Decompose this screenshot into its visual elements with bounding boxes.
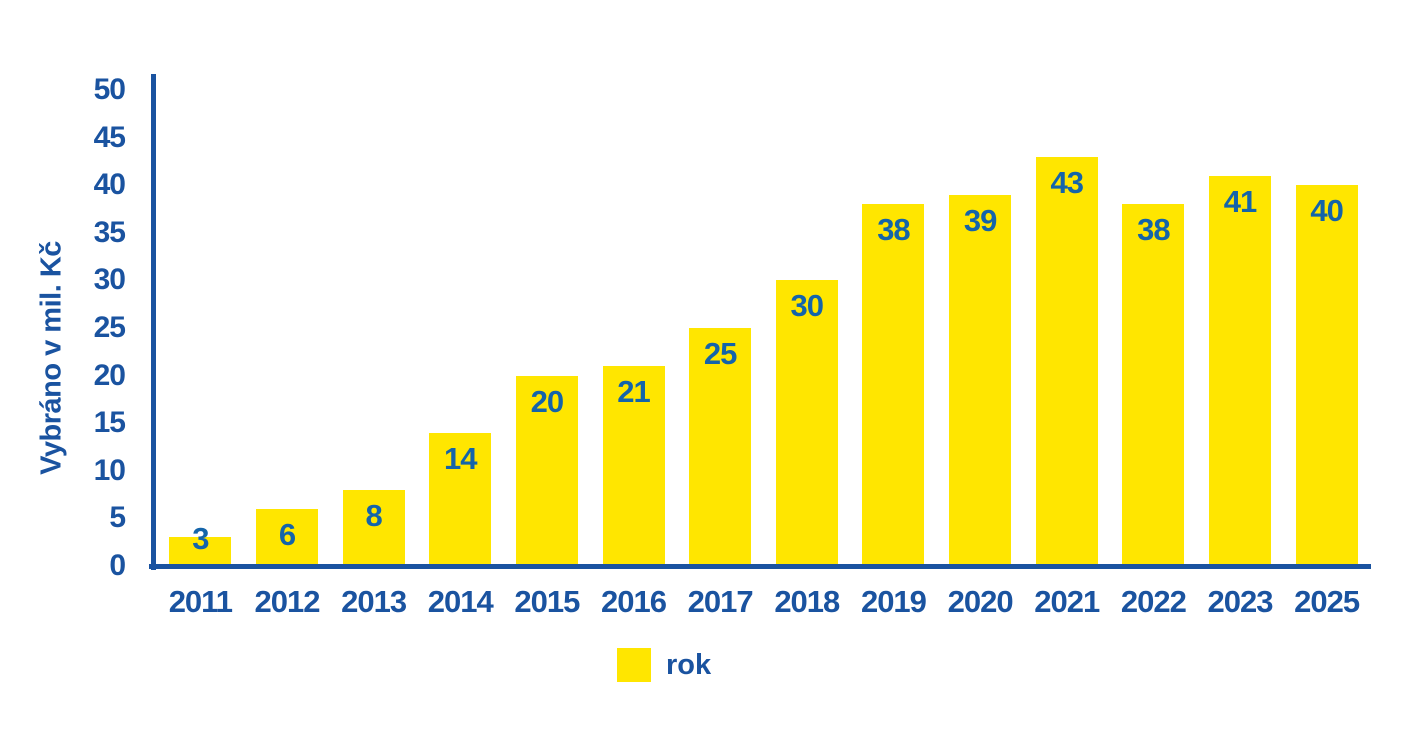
plot-area: 3 6 8 14 20 21 25 30 38 39 43 38 41 40 bbox=[157, 90, 1370, 566]
bar-value-label: 39 bbox=[963, 202, 997, 238]
y-tick-label: 35 bbox=[93, 215, 126, 249]
x-tick-label: 2022 bbox=[1120, 584, 1187, 619]
bar-value-label: 41 bbox=[1223, 183, 1257, 219]
bar-2015: 20 bbox=[515, 375, 578, 566]
bar-2025: 40 bbox=[1295, 185, 1358, 566]
bar-2022: 38 bbox=[1122, 204, 1185, 566]
x-tick-label: 2012 bbox=[254, 584, 320, 619]
bar-2013: 8 bbox=[342, 489, 405, 566]
legend: rok bbox=[617, 648, 711, 682]
y-tick-label: 30 bbox=[93, 263, 126, 297]
bar-value-label: 20 bbox=[530, 383, 564, 419]
legend-label: rok bbox=[666, 648, 712, 681]
x-tick-label: 2018 bbox=[774, 584, 840, 619]
bar-2012: 6 bbox=[255, 508, 318, 566]
x-axis-ticks: 2011 2012 2013 2014 2015 2016 2017 2018 2019 2020… bbox=[157, 584, 1370, 620]
bar-slot: 41 bbox=[1197, 90, 1284, 566]
y-axis-line bbox=[151, 74, 156, 570]
bar-value-label: 8 bbox=[365, 497, 382, 533]
x-axis-line bbox=[149, 564, 1371, 569]
bar-2020: 39 bbox=[949, 194, 1012, 566]
x-tick-label: 2025 bbox=[1294, 584, 1360, 619]
x-tick-label: 2014 bbox=[427, 584, 494, 619]
bar-value-label: 30 bbox=[790, 288, 824, 324]
x-tick-label: 2021 bbox=[1034, 584, 1100, 619]
bar-2021: 43 bbox=[1035, 156, 1098, 566]
bar-value-label: 21 bbox=[617, 374, 650, 410]
x-tick-label: 2011 bbox=[168, 584, 233, 619]
bar-value-label: 6 bbox=[278, 516, 296, 552]
y-tick-label: 45 bbox=[93, 120, 126, 154]
bar-slot: 38 bbox=[850, 90, 937, 566]
bar-slot: 21 bbox=[590, 90, 677, 566]
bar-2011: 3 bbox=[169, 523, 232, 566]
bar-value-label: 25 bbox=[703, 336, 737, 371]
bar-2016: 21 bbox=[602, 366, 665, 566]
bar-value-label: 40 bbox=[1310, 193, 1343, 229]
bar-slot: 3 bbox=[157, 90, 244, 566]
bar-slot: 30 bbox=[763, 90, 850, 566]
y-tick-label: 0 bbox=[109, 549, 126, 582]
bar-2017: 25 bbox=[689, 328, 752, 566]
bar-2019: 38 bbox=[862, 204, 925, 566]
bar-2023: 41 bbox=[1209, 175, 1271, 566]
bar-slot: 14 bbox=[417, 90, 504, 566]
x-tick-label: 2020 bbox=[947, 584, 1014, 619]
bar-value-label: 38 bbox=[1137, 212, 1170, 248]
bar-slot: 40 bbox=[1283, 90, 1370, 566]
bar-slot: 6 bbox=[244, 90, 331, 566]
bar-slot: 25 bbox=[677, 90, 764, 566]
x-tick-label: 2013 bbox=[341, 584, 407, 619]
bar-slot: 8 bbox=[330, 90, 417, 566]
x-tick-label: 2016 bbox=[601, 584, 667, 619]
x-tick-label: 2015 bbox=[514, 584, 580, 619]
bar-2018: 30 bbox=[775, 280, 838, 566]
y-tick-label: 50 bbox=[93, 73, 126, 106]
y-tick-label: 15 bbox=[93, 406, 126, 440]
bar-slot: 39 bbox=[937, 90, 1024, 566]
x-tick-label: 2023 bbox=[1207, 584, 1274, 619]
bar-slot: 20 bbox=[504, 90, 591, 566]
x-tick-label: 2019 bbox=[860, 584, 927, 619]
y-tick-label: 10 bbox=[93, 453, 126, 487]
bar-value-label: 43 bbox=[1050, 164, 1083, 200]
bar-value-label: 38 bbox=[877, 212, 910, 248]
y-tick-label: 5 bbox=[109, 501, 126, 535]
y-tick-label: 40 bbox=[93, 168, 126, 202]
bar-2014: 14 bbox=[429, 432, 492, 566]
y-tick-label: 25 bbox=[93, 311, 126, 344]
bar-value-label: 3 bbox=[192, 521, 209, 557]
x-tick-label: 2017 bbox=[687, 584, 754, 619]
legend-swatch-icon bbox=[617, 648, 651, 682]
bar-value-label: 14 bbox=[443, 440, 477, 476]
y-tick-label: 20 bbox=[93, 358, 126, 392]
bar-slot: 38 bbox=[1110, 90, 1197, 566]
bar-slot: 43 bbox=[1023, 90, 1110, 566]
